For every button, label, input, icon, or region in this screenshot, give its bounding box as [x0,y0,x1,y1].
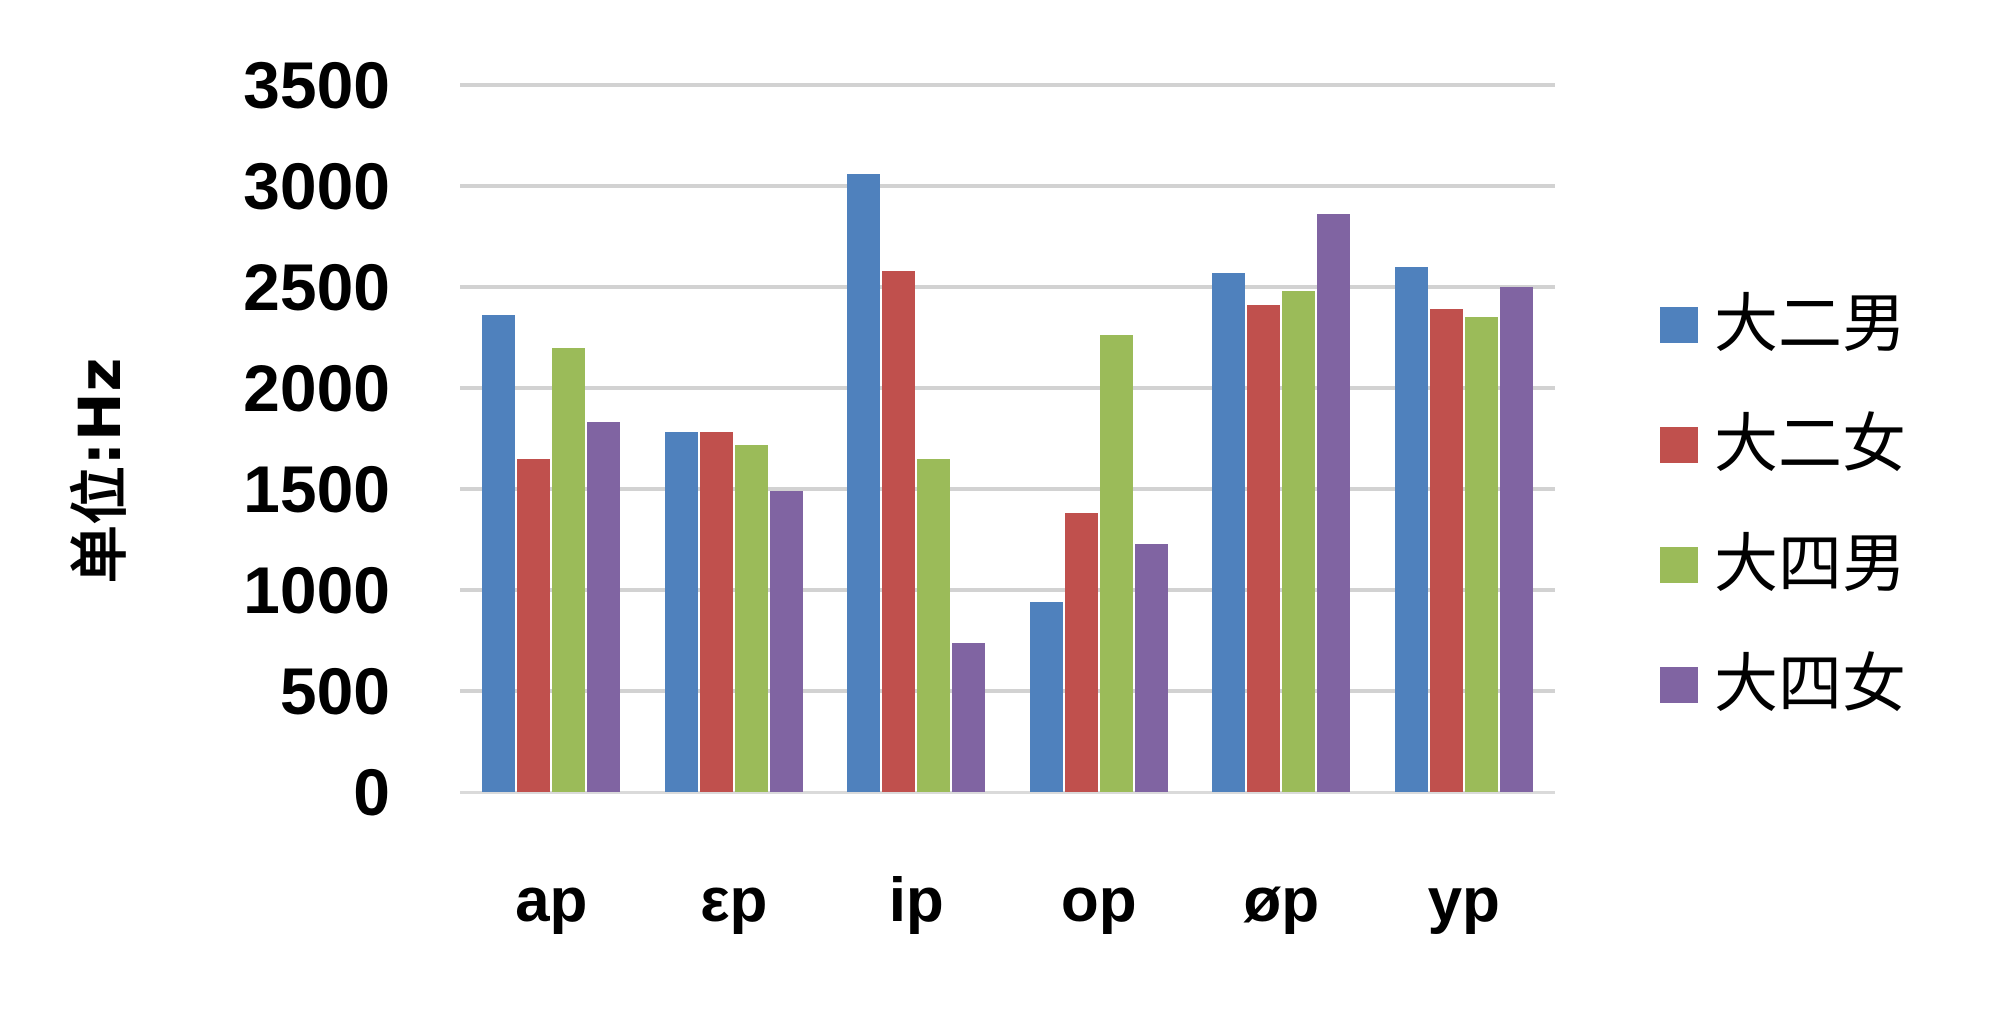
y-tick-label-1500: 1500 [243,452,390,526]
bar-εp-大四女 [769,491,803,792]
legend-item-大四男: 大四男 [1660,533,1906,597]
y-tick-label-500: 500 [279,654,390,728]
gridline-1500 [460,487,1555,491]
y-tick-label-0: 0 [353,755,390,829]
bar-yp-大四男 [1464,317,1498,792]
bar-op-大二女 [1064,513,1098,792]
bar-op-大四男 [1099,335,1133,792]
legend-swatch-icon [1660,547,1698,583]
bar-op-大二男 [1029,602,1063,792]
bar-yp-大二男 [1394,266,1428,792]
bar-ap-大四男 [552,347,586,792]
bar-yp-大二女 [1429,309,1463,792]
y-tick-label-2500: 2500 [243,250,390,324]
legend-item-大二女: 大二女 [1660,413,1906,477]
gridline-1000 [460,588,1555,592]
gridline-3500 [460,83,1555,87]
x-axis-label-ip: ip [888,866,944,935]
y-axis-title: 单位:Hz [66,356,134,584]
bar-ip-大二男 [847,173,881,792]
gridline-2500 [460,285,1555,289]
legend-label: 大四男 [1714,528,1906,602]
gridline-500 [460,689,1555,693]
y-tick-label-1000: 1000 [243,553,390,627]
bar-øp-大二男 [1212,272,1246,792]
bar-ap-大二男 [482,315,516,792]
y-tick-label-2000: 2000 [243,351,390,425]
legend-swatch-icon [1660,307,1698,343]
legend-label: 大二女 [1714,408,1906,482]
x-axis-line [460,791,1555,794]
bar-ip-大四男 [917,458,951,792]
legend-swatch-icon [1660,427,1698,463]
bar-øp-大二女 [1247,305,1281,792]
x-axis-label-ap: ap [515,866,588,935]
y-tick-label-3500: 3500 [243,48,390,122]
bar-øp-大四女 [1317,214,1351,792]
legend-item-大二男: 大二男 [1660,293,1906,357]
bar-ap-大二女 [517,458,551,792]
bar-yp-大四女 [1499,287,1533,792]
bar-ip-大四女 [952,642,986,792]
legend-label: 大二男 [1714,288,1906,362]
bar-øp-大四男 [1282,291,1316,792]
gridline-3000 [460,184,1555,188]
legend-item-大四女: 大四女 [1660,653,1906,717]
bar-ap-大四女 [587,422,621,792]
gridline-2000 [460,386,1555,390]
bar-ip-大二女 [882,270,916,792]
bar-εp-大四男 [734,444,768,792]
x-axis-label-εp: εp [700,866,768,935]
bar-εp-大二女 [699,432,733,792]
x-axis-label-øp: øp [1243,866,1320,935]
x-axis-label-op: op [1060,866,1137,935]
bar-εp-大二男 [664,432,698,792]
legend-label: 大四女 [1714,648,1906,722]
x-axis-label-yp: yp [1427,866,1500,935]
legend-swatch-icon [1660,667,1698,703]
bar-op-大四女 [1134,543,1168,792]
y-tick-label-3000: 3000 [243,149,390,223]
